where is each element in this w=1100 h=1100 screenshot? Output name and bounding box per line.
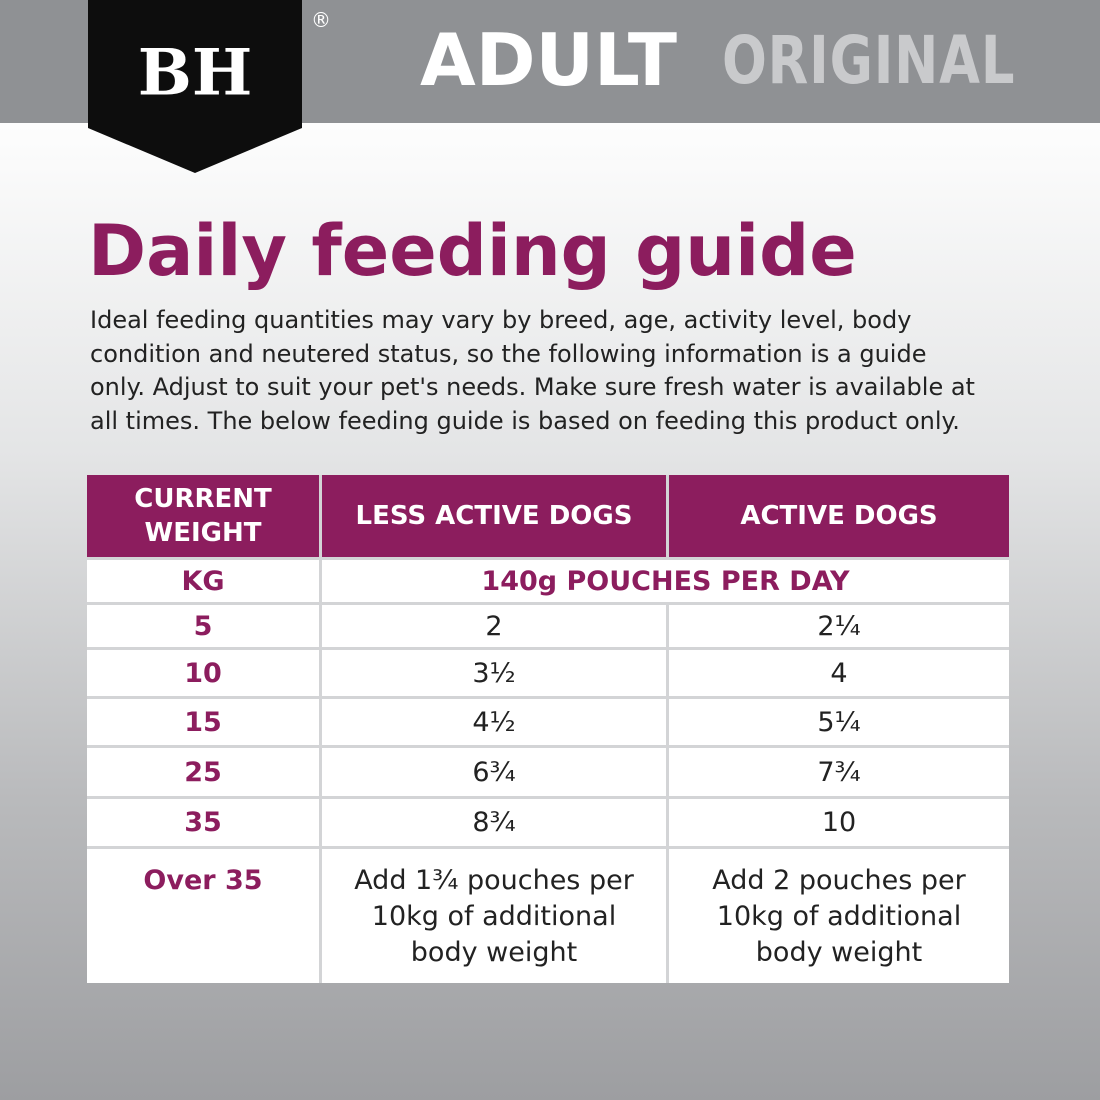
title: ADULT — [420, 18, 678, 102]
amount-cell: 2 — [322, 605, 666, 647]
unit-label: KG — [87, 560, 319, 602]
intro-line: all times. The below feeding guide is ba… — [90, 406, 960, 435]
feeding-table: CURRENT WEIGHT LESS ACTIVE DOGS ACTIVE DOG… — [87, 475, 1009, 983]
amount-cell: 5¼ — [669, 699, 1009, 745]
column-header: ACTIVE DOGS — [669, 475, 1009, 557]
weight-cell: 10 — [87, 650, 319, 696]
column-header: LESS ACTIVE DOGS — [322, 475, 666, 557]
amount-cell: 4½ — [322, 699, 666, 745]
logo-badge: BH — [88, 0, 302, 173]
column-header: CURRENT WEIGHT — [87, 475, 319, 557]
registered-mark: ® — [311, 8, 331, 32]
amount-cell: 10 — [669, 799, 1009, 846]
subtitle: ORIGINAL — [722, 22, 1016, 99]
weight-cell: 35 — [87, 799, 319, 846]
weight-cell: Over 35 — [87, 849, 319, 983]
intro-line: only. Adjust to suit your pet's needs. M… — [90, 373, 975, 401]
intro-line: Ideal feeding quantities may vary by bre… — [90, 306, 912, 334]
intro: Ideal feeding quantities may vary by bre… — [90, 304, 975, 438]
intro-line: condition and neutered status, so the fo… — [90, 339, 927, 368]
amount-cell: Add 1¾ pouches per 10kg of additional bo… — [322, 849, 666, 983]
amount-cell: 7¾ — [669, 748, 1009, 796]
amount-cell: Add 2 pouches per 10kg of additional bod… — [669, 849, 1009, 983]
unit-label: 140g POUCHES PER DAY — [322, 560, 1009, 602]
heading: Daily feeding guide — [88, 210, 857, 292]
amount-cell: 3½ — [322, 650, 666, 696]
logo-text: BH — [138, 36, 253, 111]
amount-cell: 6¾ — [322, 748, 666, 796]
weight-cell: 5 — [87, 605, 319, 647]
weight-cell: 25 — [87, 748, 319, 796]
amount-cell: 2¼ — [669, 605, 1009, 647]
amount-cell: 4 — [669, 650, 1009, 696]
amount-cell: 8¾ — [322, 799, 666, 846]
weight-cell: 15 — [87, 699, 319, 745]
